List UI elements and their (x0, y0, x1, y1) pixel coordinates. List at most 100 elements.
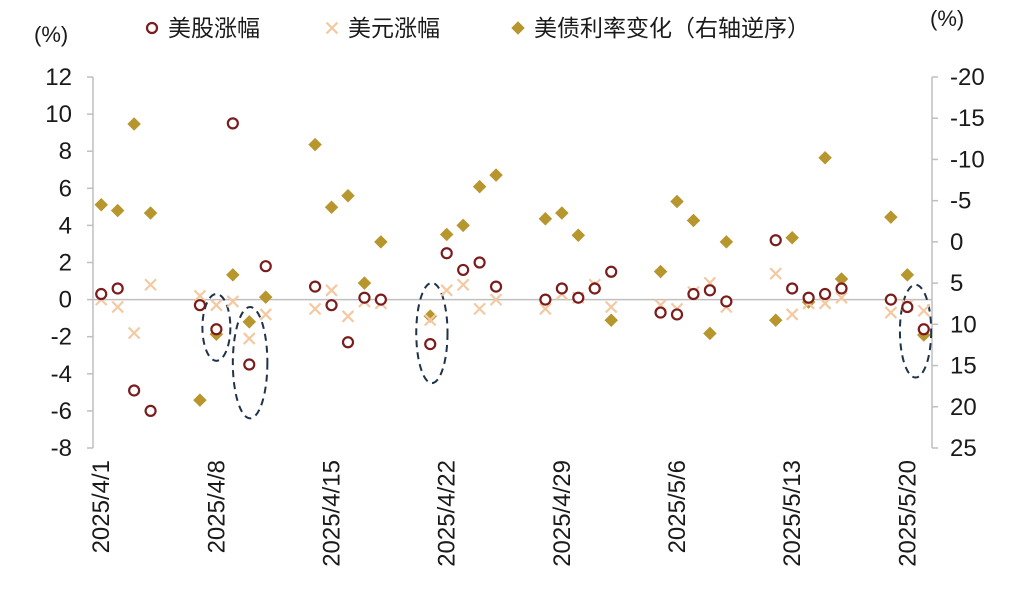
usd-point (456, 278, 470, 292)
left-tick-label: -2 (51, 324, 72, 351)
bond-point (686, 213, 701, 228)
stock-point (144, 404, 157, 417)
right-axis-unit: (%) (930, 6, 964, 31)
bond-point (818, 150, 832, 165)
highlight-ellipse (415, 281, 449, 385)
left-tick-label: 8 (59, 138, 72, 165)
stock-point (226, 117, 239, 130)
left-tick-label: 2 (59, 250, 72, 277)
stock-point (193, 299, 207, 312)
left-axis-unit: (%) (34, 22, 68, 47)
bond-point (341, 188, 355, 203)
stock-point (457, 263, 470, 277)
stock-point (884, 293, 897, 306)
bond-point (94, 197, 109, 212)
usd-point (226, 295, 240, 308)
bond-point (511, 21, 525, 35)
legend-item: 美债利率变化（右轴逆序） (511, 16, 810, 42)
highlight-ellipses (201, 281, 933, 420)
stock-point (539, 293, 552, 306)
bond-point (768, 313, 783, 328)
stock-point (358, 291, 371, 304)
stock-point (473, 256, 486, 269)
usd-point (243, 332, 256, 345)
usd-point (884, 306, 898, 319)
left-tick-label: 12 (45, 64, 72, 91)
left-tick-label: 0 (59, 287, 72, 314)
legend-label: 美股涨幅 (168, 16, 260, 42)
stock-point (786, 282, 799, 295)
stock-point (128, 384, 141, 397)
bond-point (604, 313, 619, 328)
left-tick-label: -6 (51, 398, 72, 425)
stock-point (145, 21, 159, 35)
usd-point (769, 267, 782, 280)
stock-point (325, 299, 338, 312)
x-axis-ticks: 2025/4/1 2025/4/8 2025/4/15 2025/4/22 2025/4… (88, 460, 921, 567)
right-tick-label: -5 (950, 188, 971, 215)
stock-point (243, 358, 256, 371)
stock-point (341, 336, 355, 349)
stock-point (588, 282, 601, 295)
bond-point (703, 326, 717, 341)
usd-point (210, 298, 223, 312)
stock-point (424, 338, 437, 351)
stock-point (670, 308, 684, 321)
right-tick-label: -15 (950, 105, 985, 132)
bond-point (374, 235, 388, 249)
bond-point (785, 230, 800, 245)
stock-point (95, 287, 108, 301)
right-tick-label: 15 (950, 353, 977, 380)
stock-point (605, 265, 618, 278)
highlight-ellipse (201, 293, 232, 362)
left-tick-label: -4 (51, 361, 72, 388)
usd-point (193, 289, 207, 303)
left-tick-label: -8 (51, 435, 72, 462)
usd-point (144, 278, 157, 292)
usd-point (127, 326, 141, 340)
right-tick-label: -10 (950, 146, 985, 173)
stock-point (259, 260, 272, 273)
stock-point (555, 282, 568, 295)
highlight-ellipse (898, 283, 933, 379)
stock-point (111, 282, 124, 295)
stock-point (210, 323, 223, 336)
right-tick-label: 0 (950, 229, 963, 256)
stock-point (703, 284, 717, 297)
usd-point (917, 304, 931, 318)
usd-point (111, 300, 124, 314)
right-tick-label: 20 (950, 394, 977, 421)
x-tick-label: 2025/4/1 (88, 460, 115, 553)
usd-point (604, 300, 618, 314)
stock-point (489, 280, 503, 293)
stock-point (374, 293, 387, 306)
highlight-ellipse (231, 306, 269, 420)
bond-point (127, 117, 141, 131)
x-tick-label: 2025/5/20 (894, 460, 921, 567)
bond-point (324, 200, 339, 215)
bond-point (719, 235, 734, 249)
legend-item: 美股涨幅 (145, 16, 260, 42)
bond-point (489, 168, 503, 182)
legend-label: 美元涨幅 (348, 16, 440, 42)
usd-point (473, 302, 486, 316)
right-tick-label: 25 (950, 435, 977, 462)
bond-point (110, 203, 125, 218)
usd-point (341, 310, 355, 323)
stock-point (917, 323, 930, 336)
right-axis-ticks: -20 -15 -10 -5 0 5 10 15 20 25 (932, 64, 985, 462)
stock-point (572, 291, 585, 304)
stock-point (769, 234, 782, 247)
stock-point (654, 306, 667, 319)
bond-point (472, 179, 487, 194)
bond-point (225, 268, 240, 282)
usd-point (835, 291, 848, 305)
bond-point (538, 211, 553, 226)
bond-point (357, 276, 372, 290)
bond-point (423, 309, 438, 323)
right-tick-label: -20 (950, 64, 985, 91)
usd-point (539, 302, 552, 316)
right-tick-label: 10 (950, 311, 977, 338)
bond-point (554, 206, 569, 220)
